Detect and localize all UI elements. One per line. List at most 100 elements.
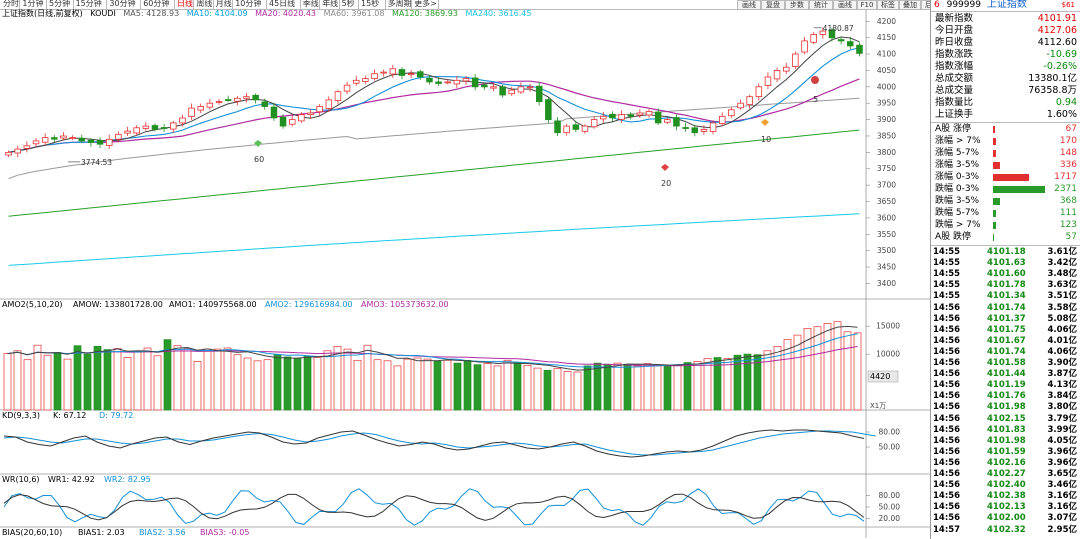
candle-body[interactable]	[169, 122, 177, 130]
candle-body[interactable]	[106, 138, 113, 146]
volume-bar[interactable]	[683, 362, 692, 411]
volume-bar[interactable]	[783, 339, 792, 411]
volume-bar[interactable]	[293, 358, 302, 411]
volume-bar[interactable]	[213, 348, 222, 411]
tab-1[interactable]: 1分钟	[22, 0, 44, 8]
volume-bar[interactable]	[543, 369, 552, 411]
tab-7[interactable]: 周线	[196, 0, 213, 8]
candle-body[interactable]	[416, 71, 424, 78]
candle-body[interactable]	[316, 106, 323, 113]
candle-body[interactable]	[270, 106, 278, 119]
tool-button-8[interactable]: 后退	[921, 0, 930, 9]
candle-body[interactable]	[792, 53, 799, 67]
volume-bar[interactable]	[173, 345, 182, 411]
candle-body[interactable]	[691, 127, 699, 134]
candle-body[interactable]	[151, 125, 159, 130]
tool-button-0[interactable]: 画线	[737, 0, 761, 9]
candle-body[interactable]	[78, 137, 86, 142]
candle-body[interactable]	[554, 120, 561, 134]
candle-body[interactable]	[261, 101, 268, 107]
candle-body[interactable]	[14, 148, 21, 154]
candle-body[interactable]	[133, 127, 140, 134]
tab-8[interactable]: 月线	[215, 0, 232, 8]
candle-body[interactable]	[471, 77, 479, 88]
candle-body[interactable]	[215, 101, 223, 103]
tab-11[interactable]: 季线	[302, 0, 319, 8]
volume-bar[interactable]	[363, 344, 372, 411]
candle-body[interactable]	[590, 119, 598, 128]
candle-body[interactable]	[160, 127, 168, 129]
candle-body[interactable]	[545, 99, 552, 120]
volume-bar[interactable]	[33, 344, 42, 411]
volume-bar[interactable]	[853, 332, 862, 411]
tab-2[interactable]: 5分钟	[49, 0, 71, 8]
candle-body[interactable]	[481, 84, 488, 88]
tool-button-5[interactable]: F10	[857, 0, 877, 9]
volume-bar[interactable]	[823, 323, 832, 411]
candle-body[interactable]	[243, 96, 250, 99]
candle-body[interactable]	[124, 130, 131, 134]
volume-bar[interactable]	[713, 357, 722, 411]
volume-bar[interactable]	[643, 363, 652, 411]
volume-bar[interactable]	[323, 350, 332, 411]
volume-bar[interactable]	[603, 363, 612, 411]
volume-bar[interactable]	[183, 348, 192, 411]
volume-bar[interactable]	[623, 363, 632, 411]
volume-bar[interactable]	[143, 347, 152, 411]
candle-body[interactable]	[490, 86, 497, 89]
candle-body[interactable]	[600, 115, 607, 120]
volume-bar[interactable]	[613, 362, 622, 411]
tab-10[interactable]: 45日线	[269, 0, 296, 8]
candle-body[interactable]	[719, 115, 726, 124]
candle-body[interactable]	[517, 86, 525, 93]
volume-bar[interactable]	[113, 348, 122, 411]
candle-body[interactable]	[371, 73, 378, 80]
candle-body[interactable]	[563, 125, 570, 134]
candle-body[interactable]	[837, 39, 845, 42]
tab-16[interactable]: 更多>	[414, 0, 437, 8]
volume-bar[interactable]	[53, 352, 62, 411]
candle-body[interactable]	[115, 133, 122, 140]
candle-body[interactable]	[728, 109, 735, 117]
candle-body[interactable]	[407, 73, 415, 76]
volume-bar[interactable]	[133, 350, 142, 411]
candle-body[interactable]	[5, 151, 12, 156]
tool-button-3[interactable]: 统计	[809, 0, 833, 9]
volume-bar[interactable]	[403, 358, 412, 411]
candle-body[interactable]	[764, 76, 772, 86]
candle-body[interactable]	[737, 102, 744, 109]
volume-bar[interactable]	[553, 368, 562, 411]
volume-bar[interactable]	[663, 364, 672, 411]
candle-body[interactable]	[224, 99, 232, 101]
candle-body[interactable]	[51, 137, 58, 140]
tab-13[interactable]: 5秒	[341, 0, 355, 8]
candle-body[interactable]	[206, 102, 214, 108]
candle-body[interactable]	[96, 140, 104, 145]
candle-body[interactable]	[581, 125, 589, 132]
candle-body[interactable]	[288, 119, 296, 125]
volume-bar[interactable]	[123, 357, 132, 411]
tab-4[interactable]: 30分钟	[109, 0, 136, 8]
indicator-name[interactable]: KOUDI	[90, 9, 116, 18]
volume-bar[interactable]	[423, 358, 432, 411]
candle-body[interactable]	[654, 111, 662, 124]
candle-body[interactable]	[362, 78, 369, 82]
volume-bar[interactable]	[793, 334, 802, 411]
candle-body[interactable]	[609, 113, 616, 119]
candle-body[interactable]	[499, 86, 506, 96]
candle-body[interactable]	[664, 119, 671, 123]
candle-body[interactable]	[252, 94, 259, 101]
candle-body[interactable]	[41, 137, 49, 143]
volume-bar[interactable]	[273, 354, 282, 411]
tab-15[interactable]: 多周期	[387, 0, 412, 8]
volume-bar[interactable]	[23, 359, 32, 411]
volume-bar[interactable]	[693, 361, 702, 411]
candle-body[interactable]	[526, 86, 534, 89]
volume-bar[interactable]	[263, 359, 272, 411]
candle-body[interactable]	[279, 116, 287, 127]
volume-bar[interactable]	[163, 339, 172, 411]
volume-bar[interactable]	[703, 358, 712, 411]
candle-body[interactable]	[87, 139, 95, 143]
volume-bar[interactable]	[63, 358, 72, 411]
candle-body[interactable]	[801, 40, 808, 53]
